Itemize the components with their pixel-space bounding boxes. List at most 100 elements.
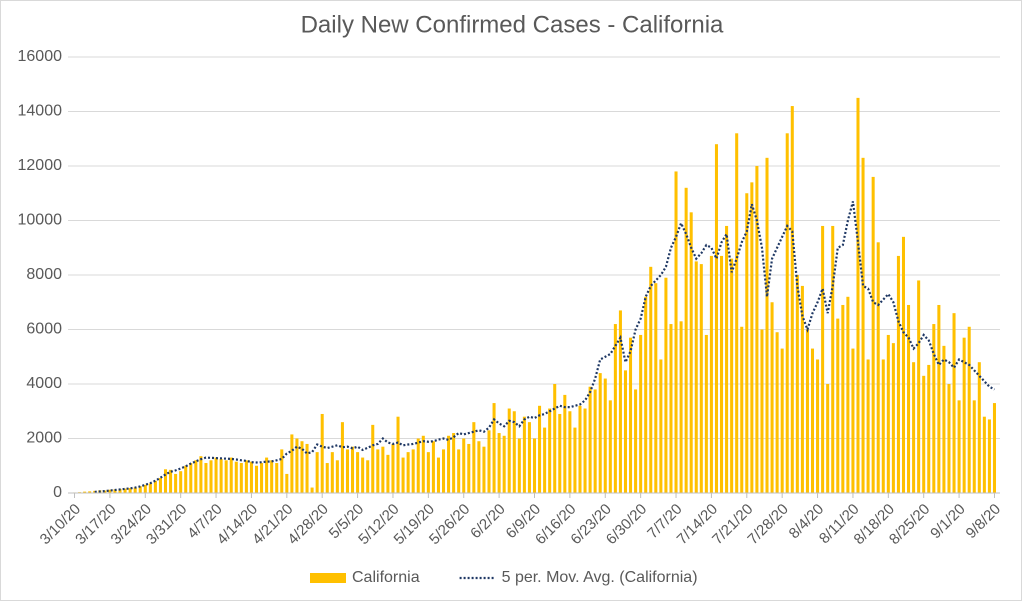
y-tick-label: 16000 [18,48,63,65]
bar [987,419,991,493]
bar [522,416,526,493]
bar [396,416,400,493]
bar [447,435,451,493]
bar [401,457,405,493]
bar [113,489,117,493]
bar [861,157,865,493]
bar [664,277,668,493]
bar [376,449,380,493]
bar [709,255,713,493]
bar [831,225,835,493]
bar [452,433,456,493]
y-tick-label: 2000 [26,430,62,447]
bar [477,441,481,493]
bar [431,441,435,493]
bar [982,416,986,493]
bar [629,337,633,493]
bar [543,427,547,493]
bar [345,449,349,493]
bar [83,491,87,493]
bar [785,133,789,494]
bar [219,458,223,493]
bar [730,258,734,493]
bar [770,302,774,493]
bar [260,463,264,493]
bar [421,435,425,493]
bar [426,452,430,493]
bar [204,463,208,493]
bar [790,106,794,494]
bar [103,490,107,493]
bar [800,285,804,493]
bar [280,449,284,493]
bar [143,484,147,493]
bar [416,438,420,493]
bar [457,449,461,493]
bar [851,348,855,493]
bar [810,348,815,493]
bar [123,488,127,493]
bar [563,394,567,493]
bar [816,359,820,493]
bar [952,313,956,493]
bar [881,359,885,493]
bar [300,441,304,493]
bar [93,490,97,493]
bar [118,488,122,493]
bar [386,454,390,493]
bar [583,408,587,493]
bar [891,343,895,493]
bar [148,483,152,493]
bar [977,362,981,493]
bar [381,446,385,493]
bar [750,182,754,493]
bar [194,460,198,493]
bar [153,480,157,493]
legend-label: California [352,569,420,586]
y-tick-label: 4000 [26,375,62,392]
bar [335,460,339,493]
bar [199,456,203,493]
bar [618,310,622,493]
bar [295,438,299,493]
bar [249,461,253,493]
bar [568,411,572,493]
bar [901,236,906,493]
bar [962,337,966,493]
bar [623,370,627,493]
bar [947,384,951,493]
bar [765,157,769,493]
bar [593,389,597,493]
bar [957,400,961,493]
bar [527,422,531,493]
bar [578,405,582,493]
bar [674,171,678,493]
bar [725,225,729,493]
bar [512,411,516,493]
bar [876,242,880,493]
bar [275,463,279,493]
bar [932,324,936,493]
bar [714,144,718,493]
chart-title: Daily New Confirmed Cases - California [301,11,724,38]
bar [775,332,779,493]
bar [871,176,875,493]
bar [371,424,375,493]
bar [482,446,486,493]
y-tick-label: 0 [53,484,62,501]
bar [472,422,476,493]
bar [639,334,643,493]
bar [234,461,238,493]
bar [699,264,703,493]
y-tick-label: 10000 [18,212,63,229]
bar [502,435,506,493]
bar [649,266,653,493]
bar [967,326,971,493]
bar [821,225,825,493]
bar [366,460,370,493]
bar [780,348,784,493]
bar [745,193,749,493]
bar [553,384,557,493]
